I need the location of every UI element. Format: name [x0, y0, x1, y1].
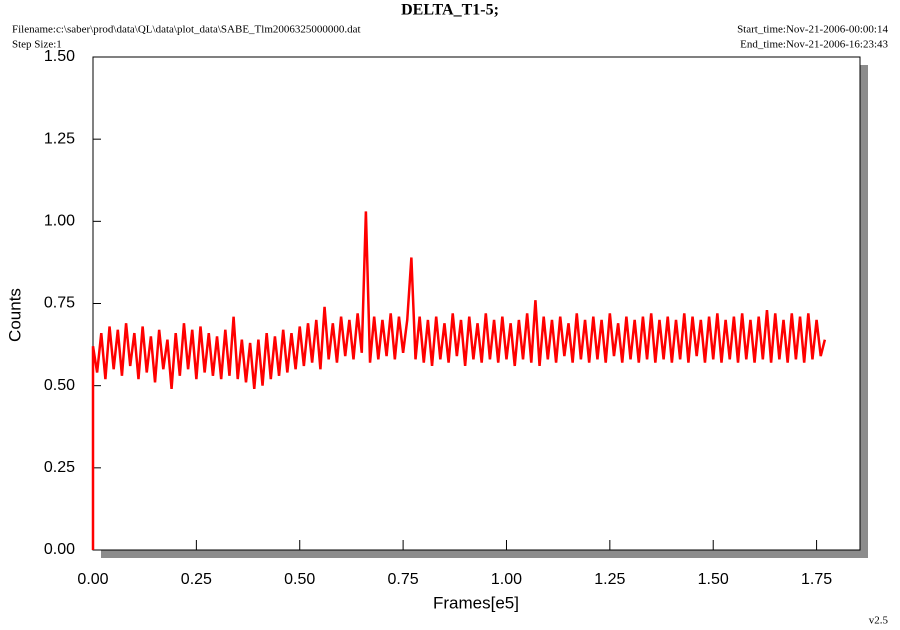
y-tick-label: 0.25	[44, 459, 75, 476]
end-time: End_time:Nov-21-2006-16:23:43	[740, 39, 888, 51]
data-line	[91, 211, 827, 550]
filename: Filename:c:\saber\prod\data\QL\data\plot…	[12, 24, 361, 36]
x-tick-label: 1.75	[801, 571, 832, 588]
y-tick-label: 0.00	[44, 541, 75, 558]
y-tick-label: 1.00	[44, 213, 75, 230]
start-time: Start_time:Nov-21-2006-00:00:14	[737, 24, 888, 36]
y-axis-label: Counts	[5, 288, 24, 342]
version: v2.5	[869, 615, 889, 627]
chart-title: DELTA_T1-5;	[401, 2, 499, 19]
x-axis-label: Frames[e5]	[433, 593, 519, 612]
x-tick-label: 1.50	[698, 571, 729, 588]
y-tick-label: 0.50	[44, 377, 75, 394]
x-tick-label: 0.25	[181, 571, 212, 588]
x-tick-label: 1.25	[594, 571, 625, 588]
x-tick-label: 1.00	[491, 571, 522, 588]
x-tick-label: 0.00	[77, 571, 108, 588]
y-tick-label: 1.50	[44, 48, 75, 65]
y-tick-label: 0.75	[44, 295, 75, 312]
x-tick-label: 0.75	[388, 571, 419, 588]
step-size: Step Size:1	[12, 39, 62, 51]
x-tick-label: 0.50	[284, 571, 315, 588]
y-tick-label: 1.25	[44, 130, 75, 147]
plot-area	[92, 56, 861, 551]
